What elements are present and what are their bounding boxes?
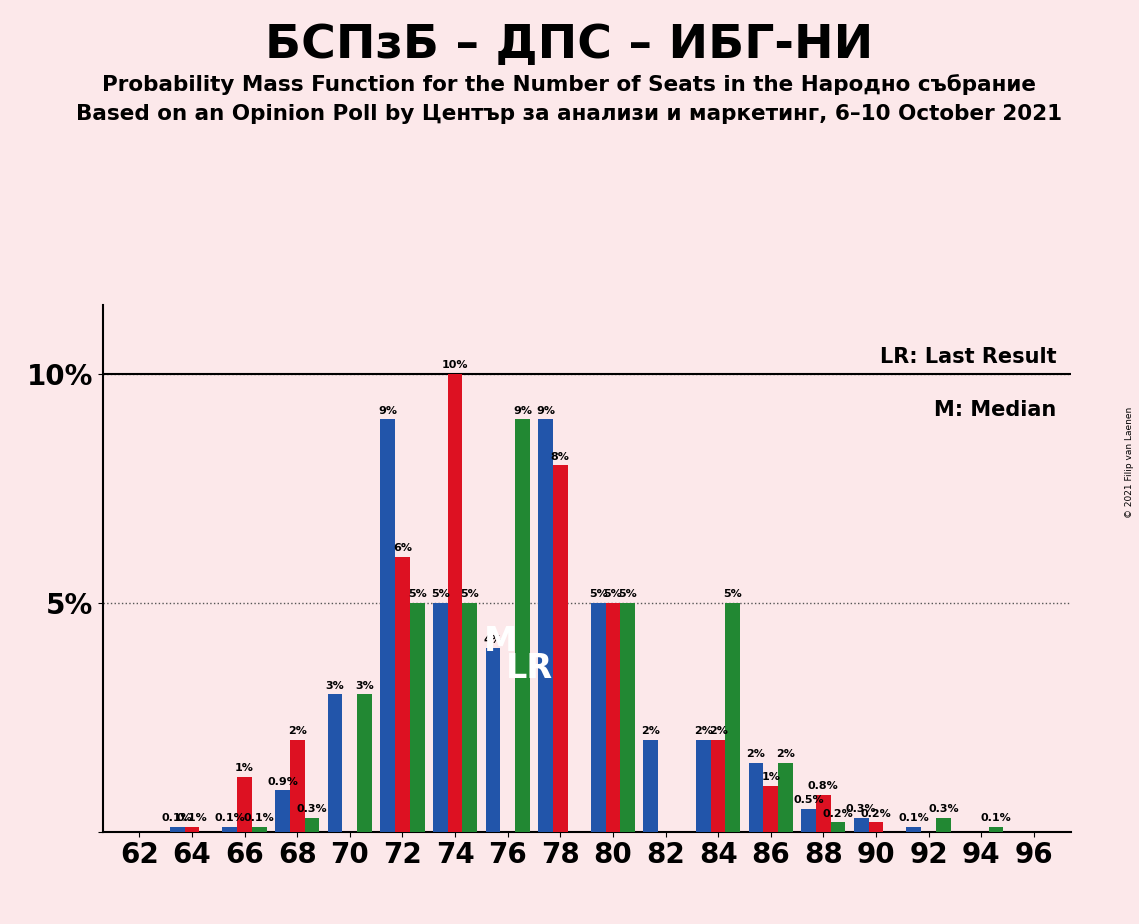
Text: 2%: 2%: [708, 726, 728, 736]
Bar: [170, 827, 185, 832]
Bar: [869, 822, 884, 832]
Text: 0.2%: 0.2%: [822, 808, 853, 819]
Text: БСПзБ – ДПС – ИБГ-НИ: БСПзБ – ДПС – ИБГ-НИ: [265, 23, 874, 68]
Text: M: Median: M: Median: [934, 400, 1056, 419]
Bar: [289, 740, 304, 832]
Text: 3%: 3%: [355, 681, 374, 690]
Bar: [304, 818, 319, 832]
Bar: [936, 818, 951, 832]
Text: 5%: 5%: [618, 589, 637, 599]
Bar: [830, 822, 845, 832]
Bar: [395, 557, 410, 832]
Text: LR: Last Result: LR: Last Result: [879, 347, 1056, 367]
Bar: [222, 827, 237, 832]
Bar: [237, 777, 252, 832]
Text: 5%: 5%: [431, 589, 450, 599]
Text: 2%: 2%: [288, 726, 306, 736]
Text: 5%: 5%: [723, 589, 743, 599]
Text: 5%: 5%: [604, 589, 622, 599]
Bar: [989, 827, 1003, 832]
Bar: [552, 465, 567, 832]
Bar: [539, 419, 552, 832]
Bar: [185, 827, 199, 832]
Bar: [748, 763, 763, 832]
Text: 3%: 3%: [326, 681, 344, 690]
Bar: [433, 602, 448, 832]
Text: M: M: [484, 625, 517, 658]
Text: 2%: 2%: [694, 726, 713, 736]
Bar: [696, 740, 711, 832]
Text: 2%: 2%: [641, 726, 661, 736]
Bar: [606, 602, 621, 832]
Text: Based on an Opinion Poll by Център за анализи и маркетинг, 6–10 October 2021: Based on an Opinion Poll by Център за ан…: [76, 104, 1063, 125]
Bar: [711, 740, 726, 832]
Text: 0.5%: 0.5%: [794, 795, 823, 805]
Text: 0.1%: 0.1%: [899, 813, 929, 823]
Text: 10%: 10%: [442, 360, 468, 370]
Bar: [515, 419, 530, 832]
Text: 0.1%: 0.1%: [214, 813, 245, 823]
Text: 9%: 9%: [536, 406, 555, 416]
Bar: [380, 419, 395, 832]
Text: 0.3%: 0.3%: [296, 804, 327, 814]
Text: 0.9%: 0.9%: [267, 777, 298, 786]
Text: 0.3%: 0.3%: [846, 804, 877, 814]
Bar: [644, 740, 658, 832]
Text: 9%: 9%: [378, 406, 398, 416]
Text: 9%: 9%: [513, 406, 532, 416]
Bar: [410, 602, 425, 832]
Bar: [328, 694, 343, 832]
Text: 0.1%: 0.1%: [244, 813, 274, 823]
Bar: [621, 602, 634, 832]
Text: 1%: 1%: [761, 772, 780, 782]
Bar: [591, 602, 606, 832]
Text: 0.1%: 0.1%: [162, 813, 192, 823]
Text: 8%: 8%: [551, 452, 570, 462]
Text: Probability Mass Function for the Number of Seats in the Народно събрание: Probability Mass Function for the Number…: [103, 74, 1036, 95]
Text: 2%: 2%: [776, 749, 795, 760]
Text: 5%: 5%: [460, 589, 480, 599]
Bar: [358, 694, 372, 832]
Text: 0.2%: 0.2%: [861, 808, 892, 819]
Text: 5%: 5%: [589, 589, 607, 599]
Text: 0.1%: 0.1%: [981, 813, 1011, 823]
Bar: [763, 785, 778, 832]
Text: 5%: 5%: [408, 589, 426, 599]
Bar: [801, 808, 816, 832]
Text: 4%: 4%: [483, 635, 502, 645]
Bar: [276, 790, 289, 832]
Text: 0.8%: 0.8%: [808, 782, 838, 791]
Text: 1%: 1%: [235, 763, 254, 773]
Bar: [726, 602, 740, 832]
Bar: [252, 827, 267, 832]
Text: 0.1%: 0.1%: [177, 813, 207, 823]
Bar: [778, 763, 793, 832]
Text: © 2021 Filip van Laenen: © 2021 Filip van Laenen: [1125, 407, 1134, 517]
Bar: [907, 827, 921, 832]
Bar: [462, 602, 477, 832]
Bar: [448, 373, 462, 832]
Text: 6%: 6%: [393, 543, 412, 553]
Text: LR: LR: [506, 652, 554, 685]
Bar: [485, 649, 500, 832]
Text: 0.3%: 0.3%: [928, 804, 959, 814]
Text: 2%: 2%: [746, 749, 765, 760]
Bar: [854, 818, 869, 832]
Bar: [816, 795, 830, 832]
